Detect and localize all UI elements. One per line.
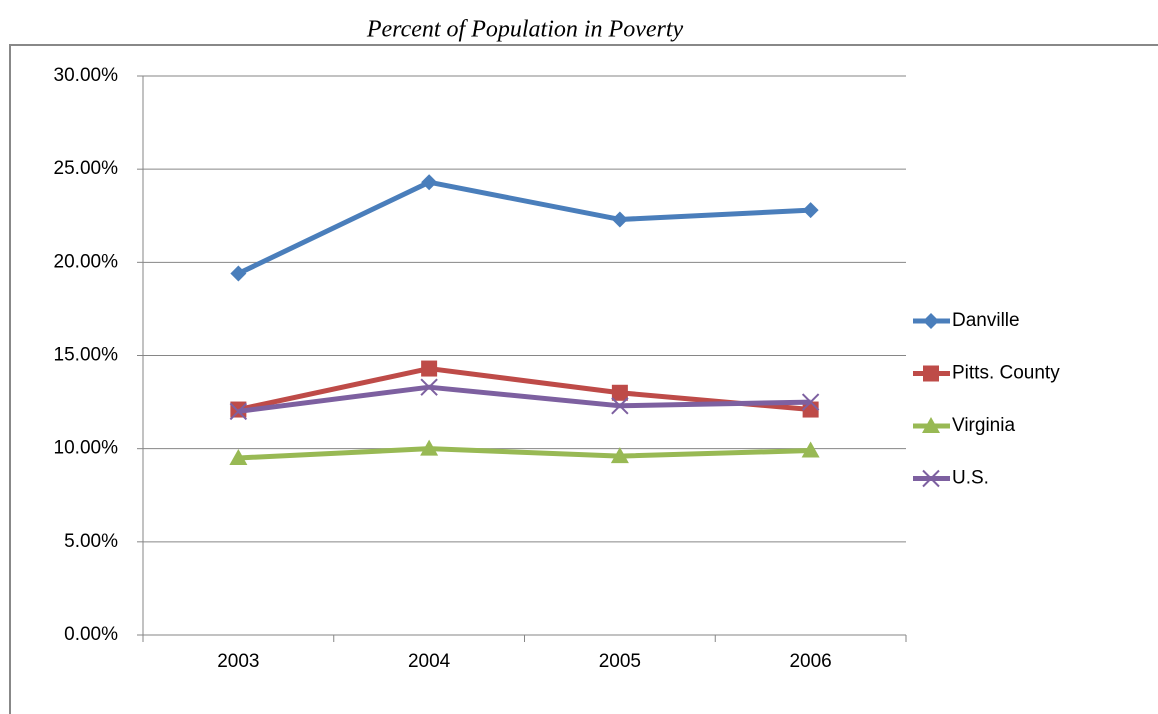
series-line <box>237 366 811 413</box>
y-tick-label: 0.00% <box>64 624 118 645</box>
point <box>610 447 629 464</box>
series-line <box>238 446 811 461</box>
series-line <box>238 384 811 414</box>
point <box>420 378 438 396</box>
x-tick-label: 2006 <box>789 651 831 672</box>
y-tick-label: 30.00% <box>54 65 119 86</box>
legend-label: U.S. <box>952 468 989 489</box>
point <box>230 265 247 282</box>
series-line <box>237 179 811 276</box>
point <box>421 174 438 191</box>
legend-label: Pitts. County <box>952 363 1060 384</box>
point <box>229 402 248 421</box>
x-tick-label: 2005 <box>599 651 641 672</box>
legend-marker <box>923 365 939 382</box>
x-tick-label: 2003 <box>217 651 259 672</box>
point <box>802 202 819 219</box>
point <box>611 384 628 401</box>
point <box>611 397 629 415</box>
legend-marker <box>922 417 940 433</box>
legend-label: Virginia <box>952 415 1015 436</box>
y-tick-label: 10.00% <box>54 438 119 459</box>
y-tick-label: 20.00% <box>54 251 119 272</box>
chart-title: Percent of Population in Poverty <box>366 17 684 43</box>
y-tick-label: 15.00% <box>54 345 119 366</box>
point <box>801 393 820 411</box>
point <box>421 360 438 377</box>
legend-marker <box>922 469 940 488</box>
point <box>801 441 820 458</box>
legend-label: Danville <box>952 310 1020 331</box>
chart-frame <box>9 44 1158 714</box>
x-tick-label: 2004 <box>408 651 451 672</box>
y-tick-label: 5.00% <box>64 531 118 552</box>
y-tick-label: 25.00% <box>54 158 119 179</box>
point <box>420 439 439 456</box>
legend-marker <box>923 313 939 329</box>
point <box>229 448 248 465</box>
point <box>611 211 628 228</box>
